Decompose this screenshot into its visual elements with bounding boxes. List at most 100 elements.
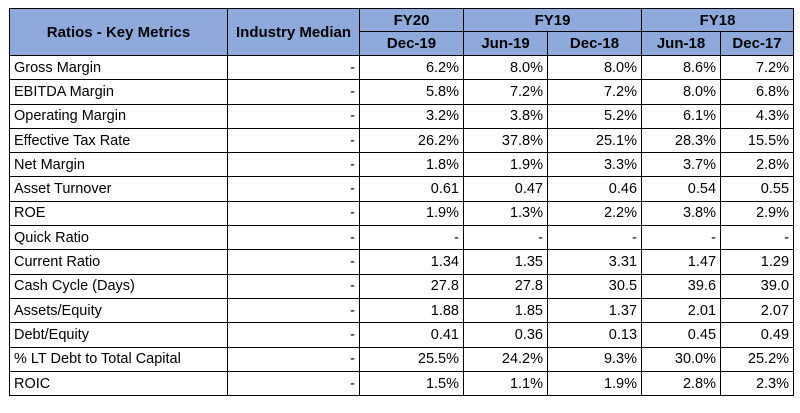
industry-median-cell: - (227, 273, 360, 299)
industry-median-column-header: Industry Median (227, 8, 360, 56)
metric-value-cell: 2.8% (641, 370, 722, 397)
metric-value-cell: 6.2% (359, 54, 464, 81)
metric-value-cell: 0.36 (463, 322, 548, 348)
table-body: Gross Margin -6.2% 8.0% 8.0% 8.6% 7.2% EBITDA … (9, 54, 795, 397)
metric-value-cell: 0.45 (641, 322, 722, 348)
metric-value-cell: 6.1% (641, 103, 722, 129)
industry-median-cell: - (227, 297, 360, 324)
metric-name-cell: ROIC (9, 370, 228, 397)
metric-name-cell: ROE (9, 200, 228, 227)
period-header: Dec-18 (546, 31, 643, 56)
table-row: Gross Margin -6.2% 8.0% 8.0% 8.6% 7.2% (9, 54, 795, 81)
metric-value-cell: 1.29 (720, 249, 795, 275)
metric-value-cell: - (720, 225, 795, 251)
industry-median-cell: - (227, 176, 360, 202)
table-row: Current Ratio -1.34 1.35 3.31 1.47 1.29 (9, 249, 795, 275)
metric-value-cell: 0.61 (359, 176, 464, 202)
metric-value-cell: 1.5% (359, 370, 464, 397)
metric-value-cell: 8.0% (641, 79, 722, 105)
metric-value-cell: 5.8% (359, 79, 464, 105)
metric-name-cell: % LT Debt to Total Capital (9, 346, 228, 372)
metric-value-cell: 2.9% (720, 200, 795, 227)
metric-value-cell: 24.2% (463, 346, 548, 372)
metric-value-cell: 1.9% (546, 370, 643, 397)
fiscal-year-header-fy18: FY18 (641, 8, 795, 32)
metric-name-cell: Debt/Equity (9, 322, 228, 348)
metric-value-cell: 7.2% (546, 79, 643, 105)
metric-value-cell: 7.2% (463, 79, 548, 105)
metric-value-cell: 1.47 (641, 249, 722, 275)
header-row-periods: Dec-19 Jun-19 Dec-18 Jun-18 Dec-17 (10, 31, 795, 56)
table-row: Net Margin -1.8% 1.9% 3.3% 3.7% 2.8% (9, 152, 795, 178)
metric-value-cell: 6.8% (720, 79, 795, 105)
metric-value-cell: 37.8% (463, 127, 548, 154)
metric-value-cell: 0.49 (720, 322, 795, 348)
metric-value-cell: 1.37 (546, 297, 643, 324)
industry-median-cell: - (227, 370, 360, 397)
table-row: Asset Turnover -0.61 0.47 0.46 0.54 0.55 (9, 176, 795, 202)
metric-value-cell: 2.01 (641, 297, 722, 324)
industry-median-cell: - (227, 249, 360, 275)
metric-value-cell: - (641, 225, 722, 251)
metrics-column-header: Ratios - Key Metrics (9, 8, 228, 56)
table-row: Cash Cycle (Days) -27.8 27.8 30.5 39.6 39.0 (9, 273, 795, 299)
metric-value-cell: 1.9% (359, 200, 464, 227)
metric-value-cell: 3.8% (641, 200, 722, 227)
metric-value-cell: - (546, 225, 643, 251)
metric-value-cell: 0.55 (720, 176, 795, 202)
metric-value-cell: 1.8% (359, 152, 464, 178)
table-row: ROE -1.9% 1.3% 2.2% 3.8% 2.9% (9, 200, 795, 227)
metric-name-cell: Gross Margin (9, 54, 228, 81)
metric-value-cell: 2.8% (720, 152, 795, 178)
metric-value-cell: 25.1% (546, 127, 643, 154)
metric-value-cell: 5.2% (546, 103, 643, 129)
metric-name-cell: Current Ratio (9, 249, 228, 275)
metric-value-cell: 7.2% (720, 54, 795, 81)
metric-value-cell: 3.7% (641, 152, 722, 178)
metric-name-cell: Net Margin (9, 152, 228, 178)
industry-median-cell: - (227, 79, 360, 105)
metric-value-cell: 3.8% (463, 103, 548, 129)
table-row: ROIC -1.5% 1.1% 1.9% 2.8% 2.3% (9, 370, 795, 397)
table-row: Operating Margin -3.2% 3.8% 5.2% 6.1% 4.3% (9, 103, 795, 129)
metric-value-cell: 1.35 (463, 249, 548, 275)
industry-median-cell: - (227, 54, 360, 81)
table-row: % LT Debt to Total Capital -25.5% 24.2% 9.3… (9, 346, 795, 372)
metric-name-cell: Effective Tax Rate (9, 127, 228, 154)
metric-value-cell: 15.5% (720, 127, 795, 154)
fiscal-year-header-fy20: FY20 (359, 8, 464, 32)
metric-value-cell: 25.2% (720, 346, 795, 372)
metric-name-cell: EBITDA Margin (9, 79, 228, 105)
industry-median-cell: - (227, 127, 360, 154)
metric-value-cell: 25.5% (359, 346, 464, 372)
table-header: Ratios - Key Metrics Industry Median FY2… (9, 8, 795, 56)
table-row: Assets/Equity -1.88 1.85 1.37 2.01 2.07 (9, 297, 795, 324)
table-row: Debt/Equity -0.41 0.36 0.13 0.45 0.49 (9, 322, 795, 348)
industry-median-cell: - (227, 346, 360, 372)
metric-value-cell: 39.6 (641, 273, 722, 299)
fiscal-year-header-fy19: FY19 (462, 8, 643, 32)
industry-median-cell: - (227, 225, 360, 251)
metric-value-cell: 1.88 (359, 297, 464, 324)
table-row: Effective Tax Rate -26.2% 37.8% 25.1% 28.3% 1… (9, 127, 795, 154)
metric-value-cell: 27.8 (463, 273, 548, 299)
metric-value-cell: 3.31 (546, 249, 643, 275)
metric-value-cell: 0.41 (359, 322, 464, 348)
metric-value-cell: 26.2% (359, 127, 464, 154)
metric-value-cell: 1.1% (463, 370, 548, 397)
metric-name-cell: Asset Turnover (9, 176, 228, 202)
table-row: Quick Ratio - - - - - - (9, 225, 795, 251)
metric-value-cell: 8.6% (641, 54, 722, 81)
metric-value-cell: 4.3% (720, 103, 795, 129)
metric-value-cell: 1.3% (463, 200, 548, 227)
metric-value-cell: 30.5 (546, 273, 643, 299)
metric-value-cell: 3.3% (546, 152, 643, 178)
industry-median-cell: - (227, 103, 360, 129)
metric-name-cell: Quick Ratio (9, 225, 228, 251)
metric-value-cell: 39.0 (720, 273, 795, 299)
metric-value-cell: 0.46 (546, 176, 643, 202)
metric-value-cell: 8.0% (546, 54, 643, 81)
metric-value-cell: - (359, 225, 464, 251)
header-row-years: Ratios - Key Metrics Industry Median FY2… (9, 8, 795, 56)
metric-value-cell: 1.85 (463, 297, 548, 324)
